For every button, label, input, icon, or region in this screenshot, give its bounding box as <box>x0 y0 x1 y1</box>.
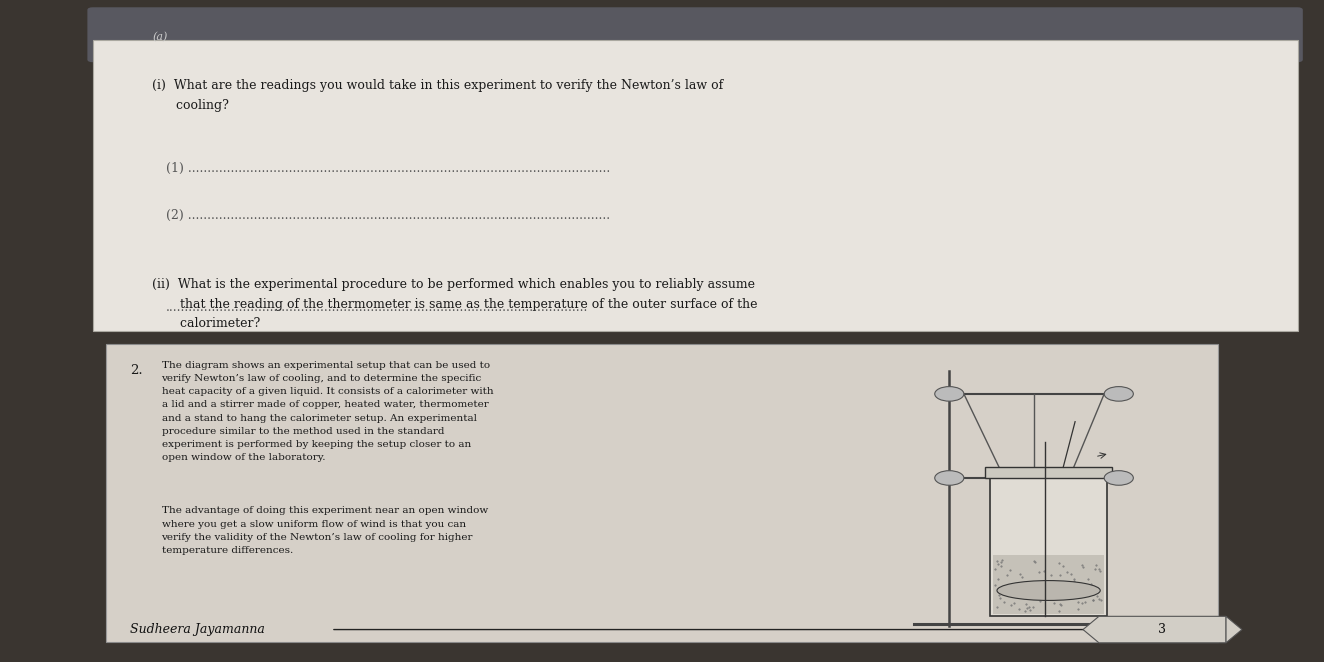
Bar <box>990 478 1107 616</box>
Text: ................................................................................: ........................................… <box>166 301 588 314</box>
Text: (1) ............................................................................: (1) ....................................… <box>166 162 610 175</box>
Circle shape <box>1104 471 1133 485</box>
Bar <box>985 467 1112 478</box>
Circle shape <box>1104 387 1133 401</box>
Text: (i)  What are the readings you would take in this experiment to verify the Newto: (i) What are the readings you would take… <box>152 79 723 112</box>
Bar <box>106 344 1218 642</box>
Circle shape <box>935 471 964 485</box>
Circle shape <box>935 387 964 401</box>
Text: 3: 3 <box>1158 623 1166 636</box>
Text: (a): (a) <box>152 32 168 42</box>
Text: The advantage of doing this experiment near an open window
where you get a slow : The advantage of doing this experiment n… <box>162 506 487 555</box>
Polygon shape <box>1083 616 1226 643</box>
Text: Sudheera Jayamanna: Sudheera Jayamanna <box>130 623 265 636</box>
Bar <box>993 555 1104 614</box>
Bar <box>93 40 1298 331</box>
Text: (2) ............................................................................: (2) ....................................… <box>166 209 609 222</box>
Text: The diagram shows an experimental setup that can be used to
verify Newton’s law : The diagram shows an experimental setup … <box>162 361 493 462</box>
Ellipse shape <box>997 581 1100 600</box>
Text: (ii)  What is the experimental procedure to be performed which enables you to re: (ii) What is the experimental procedure … <box>152 278 757 330</box>
Text: 2.: 2. <box>130 364 143 377</box>
Polygon shape <box>1226 616 1242 643</box>
FancyBboxPatch shape <box>87 7 1303 62</box>
